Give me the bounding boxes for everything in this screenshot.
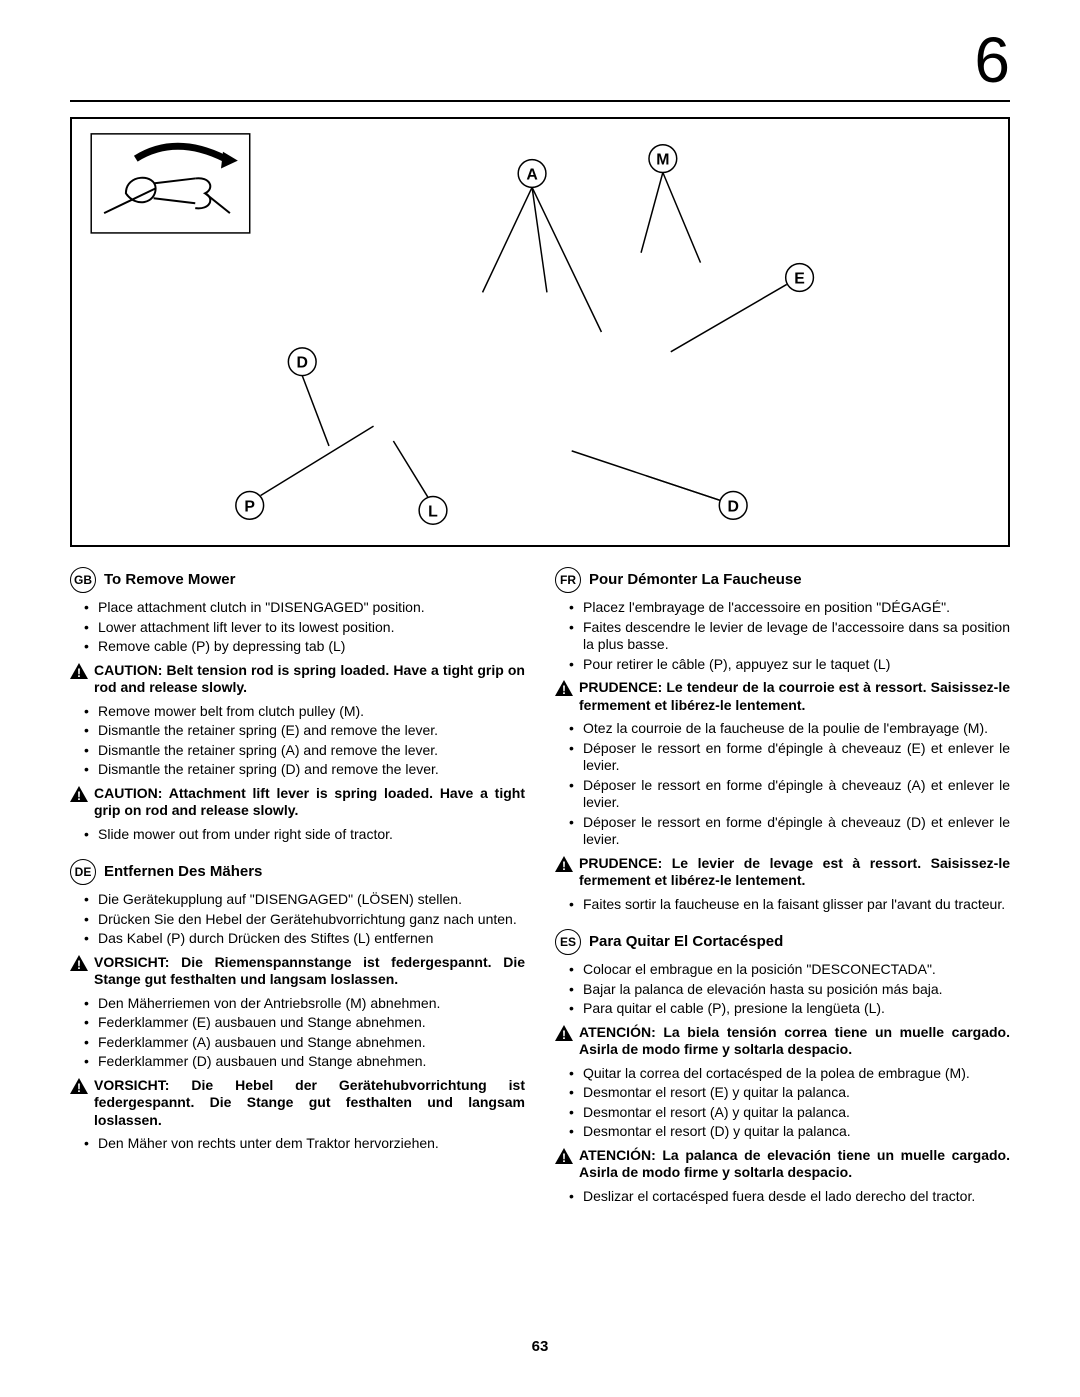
gb-bullets3: Slide mower out from under right side of…: [70, 826, 525, 844]
list-item: Colocar el embrague en la posición "DESC…: [583, 961, 1010, 979]
fr-bullets3: Faites sortir la faucheuse en la faisant…: [555, 896, 1010, 914]
lang-badge-gb: GB: [70, 567, 96, 593]
warning-icon: !: [555, 1025, 573, 1041]
list-item: Déposer le ressort en forme d'épingle à …: [583, 740, 1010, 775]
de-bullets1: Die Gerätekupplung auf "DISENGAGED" (LÖS…: [70, 891, 525, 948]
list-item: Quitar la correa del cortacésped de la p…: [583, 1065, 1010, 1083]
svg-text:!: !: [562, 1028, 566, 1041]
label-A: A: [526, 166, 538, 183]
lang-badge-es: ES: [555, 929, 581, 955]
list-item: Placez l'embrayage de l'accessoire en po…: [583, 599, 1010, 617]
list-item: Drücken Sie den Hebel der Gerätehubvorri…: [98, 911, 525, 929]
section-gb: GB To Remove Mower Place attachment clut…: [70, 567, 525, 843]
list-item: Slide mower out from under right side of…: [98, 826, 525, 844]
warning-icon: !: [70, 955, 88, 971]
list-item: Dismantle the retainer spring (D) and re…: [98, 761, 525, 779]
svg-text:!: !: [562, 859, 566, 872]
list-item: Desmontar el resort (E) y quitar la pala…: [583, 1084, 1010, 1102]
list-item: Remove mower belt from clutch pulley (M)…: [98, 703, 525, 721]
list-item: Dismantle the retainer spring (E) and re…: [98, 722, 525, 740]
lang-title-gb: To Remove Mower: [104, 571, 235, 590]
list-item: Déposer le ressort en forme d'épingle à …: [583, 814, 1010, 849]
de-caution1: ! VORSICHT: Die Riemenspannstange ist fe…: [70, 954, 525, 989]
list-item: Desmontar el resort (D) y quitar la pala…: [583, 1123, 1010, 1141]
section-es: ES Para Quitar El Cortacésped Colocar el…: [555, 929, 1010, 1205]
gb-caution2: ! CAUTION: Attachment lift lever is spri…: [70, 785, 525, 820]
list-item: Federklammer (E) ausbauen und Stange abn…: [98, 1014, 525, 1032]
de-caution2: ! VORSICHT: Die Hebel der Gerätehubvorri…: [70, 1077, 525, 1130]
list-item: Para quitar el cable (P), presione la le…: [583, 1000, 1010, 1018]
gb-bullets2: Remove mower belt from clutch pulley (M)…: [70, 703, 525, 779]
left-column: GB To Remove Mower Place attachment clut…: [70, 567, 525, 1221]
warning-icon: !: [555, 1148, 573, 1164]
list-item: Federklammer (D) ausbauen und Stange abn…: [98, 1053, 525, 1071]
right-column: FR Pour Démonter La Faucheuse Placez l'e…: [555, 567, 1010, 1221]
warning-icon: !: [70, 663, 88, 679]
de-bullets3: Den Mäher von rechts unter dem Traktor h…: [70, 1135, 525, 1153]
list-item: Lower attachment lift lever to its lowes…: [98, 619, 525, 637]
page-number-top: 6: [974, 20, 1010, 100]
section-fr: FR Pour Démonter La Faucheuse Placez l'e…: [555, 567, 1010, 913]
gb-caution1: ! CAUTION: Belt tension rod is spring lo…: [70, 662, 525, 697]
list-item: Faites sortir la faucheuse en la faisant…: [583, 896, 1010, 914]
es-caution2: ! ATENCIÓN: La palanca de elevación tien…: [555, 1147, 1010, 1182]
svg-text:!: !: [562, 683, 566, 696]
label-Dlower: D: [727, 498, 738, 515]
lang-badge-de: DE: [70, 859, 96, 885]
warning-icon: !: [555, 856, 573, 872]
content-columns: GB To Remove Mower Place attachment clut…: [70, 567, 1010, 1221]
de-bullets2: Den Mäherriemen von der Antriebsrolle (M…: [70, 995, 525, 1071]
warning-icon: !: [70, 786, 88, 802]
list-item: Bajar la palanca de elevación hasta su p…: [583, 981, 1010, 999]
label-M: M: [656, 152, 669, 169]
page-number-bottom: 63: [532, 1338, 549, 1357]
list-item: Faites descendre le levier de levage de …: [583, 619, 1010, 654]
diagram-svg: M A E D P L D: [72, 119, 1008, 545]
lang-title-de: Entfernen Des Mähers: [104, 863, 262, 882]
svg-text:!: !: [77, 1081, 81, 1094]
label-E: E: [794, 270, 805, 287]
warning-icon: !: [70, 1078, 88, 1094]
list-item: Place attachment clutch in "DISENGAGED" …: [98, 599, 525, 617]
diagram: M A E D P L D: [70, 117, 1010, 547]
list-item: Dismantle the retainer spring (A) and re…: [98, 742, 525, 760]
gb-bullets1: Place attachment clutch in "DISENGAGED" …: [70, 599, 525, 656]
fr-bullets1: Placez l'embrayage de l'accessoire en po…: [555, 599, 1010, 673]
list-item: Das Kabel (P) durch Drücken des Stiftes …: [98, 930, 525, 948]
section-de: DE Entfernen Des Mähers Die Gerätekupplu…: [70, 859, 525, 1153]
list-item: Desmontar el resort (A) y quitar la pala…: [583, 1104, 1010, 1122]
svg-text:!: !: [77, 958, 81, 971]
es-caution1: ! ATENCIÓN: La biela tensión correa tien…: [555, 1024, 1010, 1059]
fr-caution1: ! PRUDENCE: Le tendeur de la courroie es…: [555, 679, 1010, 714]
svg-text:!: !: [77, 789, 81, 802]
fr-caution2: ! PRUDENCE: Le levier de levage est à re…: [555, 855, 1010, 890]
label-L: L: [428, 503, 438, 520]
lang-badge-fr: FR: [555, 567, 581, 593]
es-bullets3: Deslizar el cortacésped fuera desde el l…: [555, 1188, 1010, 1206]
list-item: Deslizar el cortacésped fuera desde el l…: [583, 1188, 1010, 1206]
list-item: Otez la courroie de la faucheuse de la p…: [583, 720, 1010, 738]
label-Dupper: D: [297, 355, 308, 372]
warning-icon: !: [555, 680, 573, 696]
list-item: Pour retirer le câble (P), appuyez sur l…: [583, 656, 1010, 674]
lang-title-fr: Pour Démonter La Faucheuse: [589, 571, 802, 590]
fr-bullets2: Otez la courroie de la faucheuse de la p…: [555, 720, 1010, 849]
svg-text:!: !: [77, 666, 81, 679]
top-rule: [70, 100, 1010, 102]
svg-text:!: !: [562, 1151, 566, 1164]
es-bullets2: Quitar la correa del cortacésped de la p…: [555, 1065, 1010, 1141]
list-item: Déposer le ressort en forme d'épingle à …: [583, 777, 1010, 812]
es-bullets1: Colocar el embrague en la posición "DESC…: [555, 961, 1010, 1018]
list-item: Die Gerätekupplung auf "DISENGAGED" (LÖS…: [98, 891, 525, 909]
list-item: Federklammer (A) ausbauen und Stange abn…: [98, 1034, 525, 1052]
list-item: Remove cable (P) by depressing tab (L): [98, 638, 525, 656]
label-P: P: [244, 498, 255, 515]
list-item: Den Mäherriemen von der Antriebsrolle (M…: [98, 995, 525, 1013]
list-item: Den Mäher von rechts unter dem Traktor h…: [98, 1135, 525, 1153]
lang-title-es: Para Quitar El Cortacésped: [589, 933, 783, 952]
